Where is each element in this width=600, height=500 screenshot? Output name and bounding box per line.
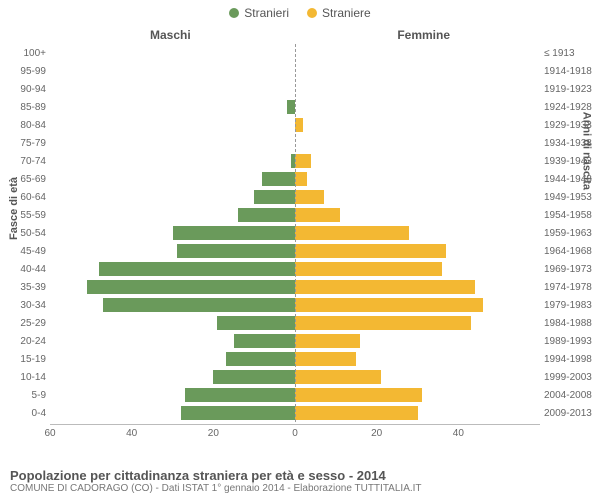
- birth-year-label: 1934-1938: [544, 138, 598, 149]
- bar-female: [295, 244, 446, 258]
- birth-year-label: 1954-1958: [544, 210, 598, 221]
- bar-male: [217, 316, 295, 330]
- age-label: 95-99: [6, 66, 46, 77]
- birth-year-label: ≤ 1913: [544, 48, 598, 59]
- bar-male: [103, 298, 295, 312]
- x-tick: 20: [208, 428, 219, 439]
- birth-year-label: 1949-1953: [544, 192, 598, 203]
- legend-male: Stranieri: [229, 6, 289, 20]
- birth-year-label: 1924-1928: [544, 102, 598, 113]
- bar-male: [213, 370, 295, 384]
- age-label: 50-54: [6, 228, 46, 239]
- age-label: 25-29: [6, 318, 46, 329]
- center-axis: [295, 44, 296, 422]
- column-title-female: Femmine: [397, 28, 450, 42]
- bar-female: [295, 388, 422, 402]
- bar-male: [238, 208, 295, 222]
- x-tick: 0: [292, 428, 298, 439]
- age-label: 40-44: [6, 264, 46, 275]
- bar-male: [181, 406, 295, 420]
- bar-female: [295, 406, 418, 420]
- chart-title: Popolazione per cittadinanza straniera p…: [10, 468, 590, 483]
- bar-male: [177, 244, 295, 258]
- bar-female: [295, 298, 483, 312]
- age-label: 35-39: [6, 282, 46, 293]
- bar-female: [295, 334, 360, 348]
- bar-female: [295, 316, 471, 330]
- bar-female: [295, 118, 303, 132]
- bar-female: [295, 154, 311, 168]
- legend: Stranieri Straniere: [0, 0, 600, 20]
- chart-subtitle: COMUNE DI CADORAGO (CO) - Dati ISTAT 1° …: [10, 483, 590, 494]
- birth-year-label: 1999-2003: [544, 372, 598, 383]
- age-label: 65-69: [6, 174, 46, 185]
- birth-year-label: 1989-1993: [544, 336, 598, 347]
- bar-male: [99, 262, 295, 276]
- x-tick: 60: [44, 428, 55, 439]
- bar-female: [295, 190, 324, 204]
- age-label: 45-49: [6, 246, 46, 257]
- x-tick: 40: [453, 428, 464, 439]
- bar-male: [287, 100, 295, 114]
- legend-male-label: Stranieri: [244, 6, 289, 20]
- x-tick: 20: [371, 428, 382, 439]
- birth-year-label: 1974-1978: [544, 282, 598, 293]
- birth-year-label: 1964-1968: [544, 246, 598, 257]
- chart-footer: Popolazione per cittadinanza straniera p…: [10, 468, 590, 494]
- age-label: 75-79: [6, 138, 46, 149]
- age-label: 70-74: [6, 156, 46, 167]
- birth-year-label: 2004-2008: [544, 390, 598, 401]
- bar-female: [295, 352, 356, 366]
- bar-female: [295, 208, 340, 222]
- age-label: 55-59: [6, 210, 46, 221]
- legend-male-swatch: [229, 8, 239, 18]
- birth-year-label: 1939-1943: [544, 156, 598, 167]
- pyramid-chart: 100+≤ 191395-991914-191890-941919-192385…: [50, 44, 540, 444]
- age-label: 30-34: [6, 300, 46, 311]
- x-axis: 60402002040: [50, 424, 540, 444]
- bar-male: [226, 352, 295, 366]
- birth-year-label: 1969-1973: [544, 264, 598, 275]
- x-tick: 40: [126, 428, 137, 439]
- bar-female: [295, 262, 442, 276]
- birth-year-label: 1914-1918: [544, 66, 598, 77]
- birth-year-label: 1979-1983: [544, 300, 598, 311]
- age-label: 80-84: [6, 120, 46, 131]
- bar-male: [234, 334, 295, 348]
- legend-female: Straniere: [307, 6, 371, 20]
- bar-female: [295, 280, 475, 294]
- bar-male: [185, 388, 295, 402]
- age-label: 60-64: [6, 192, 46, 203]
- age-label: 0-4: [6, 408, 46, 419]
- bar-male: [262, 172, 295, 186]
- bar-male: [87, 280, 295, 294]
- age-label: 90-94: [6, 84, 46, 95]
- bar-male: [173, 226, 296, 240]
- birth-year-label: 1994-1998: [544, 354, 598, 365]
- birth-year-label: 1929-1933: [544, 120, 598, 131]
- age-label: 20-24: [6, 336, 46, 347]
- bar-male: [254, 190, 295, 204]
- bar-female: [295, 226, 409, 240]
- age-label: 10-14: [6, 372, 46, 383]
- birth-year-label: 1984-1988: [544, 318, 598, 329]
- bar-female: [295, 370, 381, 384]
- column-title-male: Maschi: [150, 28, 191, 42]
- birth-year-label: 2009-2013: [544, 408, 598, 419]
- age-label: 15-19: [6, 354, 46, 365]
- birth-year-label: 1919-1923: [544, 84, 598, 95]
- age-label: 5-9: [6, 390, 46, 401]
- legend-female-label: Straniere: [322, 6, 371, 20]
- bar-female: [295, 172, 307, 186]
- legend-female-swatch: [307, 8, 317, 18]
- birth-year-label: 1944-1948: [544, 174, 598, 185]
- birth-year-label: 1959-1963: [544, 228, 598, 239]
- age-label: 85-89: [6, 102, 46, 113]
- age-label: 100+: [6, 48, 46, 59]
